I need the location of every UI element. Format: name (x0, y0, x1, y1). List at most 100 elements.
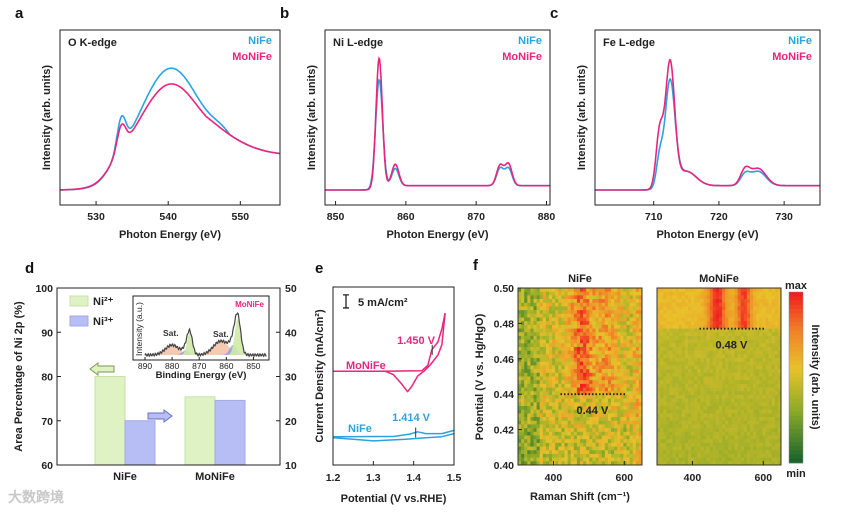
heatmap-cell (527, 413, 531, 418)
heatmap-cell (703, 288, 707, 292)
heatmap-cell (598, 450, 602, 455)
heatmap-cell (681, 387, 686, 392)
heatmap-cell (722, 347, 726, 351)
heatmap-cell (524, 335, 528, 340)
heatmap-cell (728, 295, 732, 300)
inset-fit-sat (145, 345, 200, 355)
heatmap-cell (734, 420, 738, 425)
legend-nife: NiFe (248, 35, 272, 47)
heatmap-cell (595, 295, 599, 300)
heatmap-cell (709, 402, 714, 407)
heatmap-cell (660, 335, 664, 340)
heatmap-cell (533, 321, 537, 326)
heatmap-cell (542, 328, 547, 333)
heatmap-cell (660, 387, 664, 392)
heatmap-cell (734, 435, 738, 440)
heatmap-cell (722, 446, 726, 451)
heatmap-cell (524, 431, 528, 436)
heatmap-cell (617, 450, 621, 455)
heatmap-cell (542, 461, 547, 466)
heatmap-cell (545, 317, 550, 322)
heatmap-cell (604, 288, 609, 292)
heatmap-cell (570, 339, 575, 344)
heatmap-cell (518, 413, 522, 418)
heatmap-cell (771, 457, 776, 462)
heatmap-cell (768, 450, 772, 455)
heatmap-cell (604, 409, 609, 414)
heatmap-cell (580, 365, 584, 370)
heatmap-cell (719, 402, 723, 407)
heatmap-cell (675, 328, 679, 333)
heatmap-cell (601, 324, 606, 329)
heatmap-cell (740, 332, 745, 337)
heatmap-cell (623, 354, 627, 359)
heatmap-cell (527, 417, 531, 422)
heatmap-cell (675, 332, 679, 337)
heatmap-cell (712, 380, 717, 385)
heatmap-cell (629, 313, 633, 318)
heatmap-cell (561, 313, 565, 318)
heatmap-cell (632, 450, 637, 455)
colorbar-max-label: max (785, 280, 808, 292)
heatmap-cell (561, 417, 565, 422)
heatmap-cell (635, 354, 640, 359)
heatmap-cell (586, 453, 590, 458)
heatmap-cell (712, 299, 717, 304)
heatmap-cell (660, 383, 664, 388)
heatmap-cell (536, 424, 540, 429)
x-tick-label: 530 (87, 211, 105, 223)
heatmap-cell (580, 288, 584, 292)
heatmap-cell (657, 380, 661, 385)
heatmap-cell (595, 420, 599, 425)
heatmap-cell (518, 299, 522, 304)
heatmap-cell (756, 306, 760, 311)
heatmap-cell (731, 328, 735, 333)
heatmap-cell (765, 380, 769, 385)
heatmap-cell (697, 424, 701, 429)
heatmap-cell (703, 343, 707, 348)
heatmap-cell (712, 350, 717, 355)
heatmap-cell (719, 324, 723, 329)
heatmap-cell (564, 380, 568, 385)
heatmap-cell (715, 332, 720, 337)
heatmap-cell (536, 446, 540, 451)
heatmap-cell (632, 442, 637, 447)
heatmap-cell (731, 372, 735, 377)
heatmap-cell (706, 409, 710, 414)
heatmap-cell (709, 291, 714, 296)
heatmap-cell (709, 324, 714, 329)
heatmap-cell (688, 350, 692, 355)
heatmap-cell (759, 299, 763, 304)
heatmap-cell (570, 383, 575, 388)
heatmap-cell (666, 354, 670, 359)
heatmap-cell (601, 313, 606, 318)
heatmap-cell (614, 310, 618, 315)
heatmap-cell (536, 380, 540, 385)
heatmap-cell (774, 365, 779, 370)
heatmap-cell (545, 431, 550, 436)
heatmap-cell (722, 350, 726, 355)
heatmap-cell (530, 335, 534, 340)
heatmap-cell (530, 406, 534, 410)
heatmap-cell (700, 461, 704, 466)
x-tick-label: 1.4 (406, 472, 421, 484)
heatmap-cell (601, 369, 606, 374)
heatmap-cell (539, 428, 544, 433)
heatmap-cell (684, 354, 689, 359)
y-tick-label-left: 100 (35, 283, 53, 295)
y-tick-label: 0.46 (494, 354, 515, 366)
heatmap-cell (539, 431, 544, 436)
heatmap-cell (725, 288, 729, 292)
heatmap-cell (561, 321, 565, 326)
heatmap-cell (706, 354, 710, 359)
heatmap-cell (604, 398, 609, 403)
heatmap-cell (620, 406, 624, 410)
heatmap-cell (709, 317, 714, 322)
heatmap-cell (672, 398, 676, 403)
colorbar-segment (789, 373, 803, 378)
heatmap-cell (555, 324, 559, 329)
heatmap-cell (678, 424, 683, 429)
heatmap-cell (743, 420, 748, 425)
heatmap-cell (570, 420, 575, 425)
heatmap-cell (743, 313, 748, 318)
